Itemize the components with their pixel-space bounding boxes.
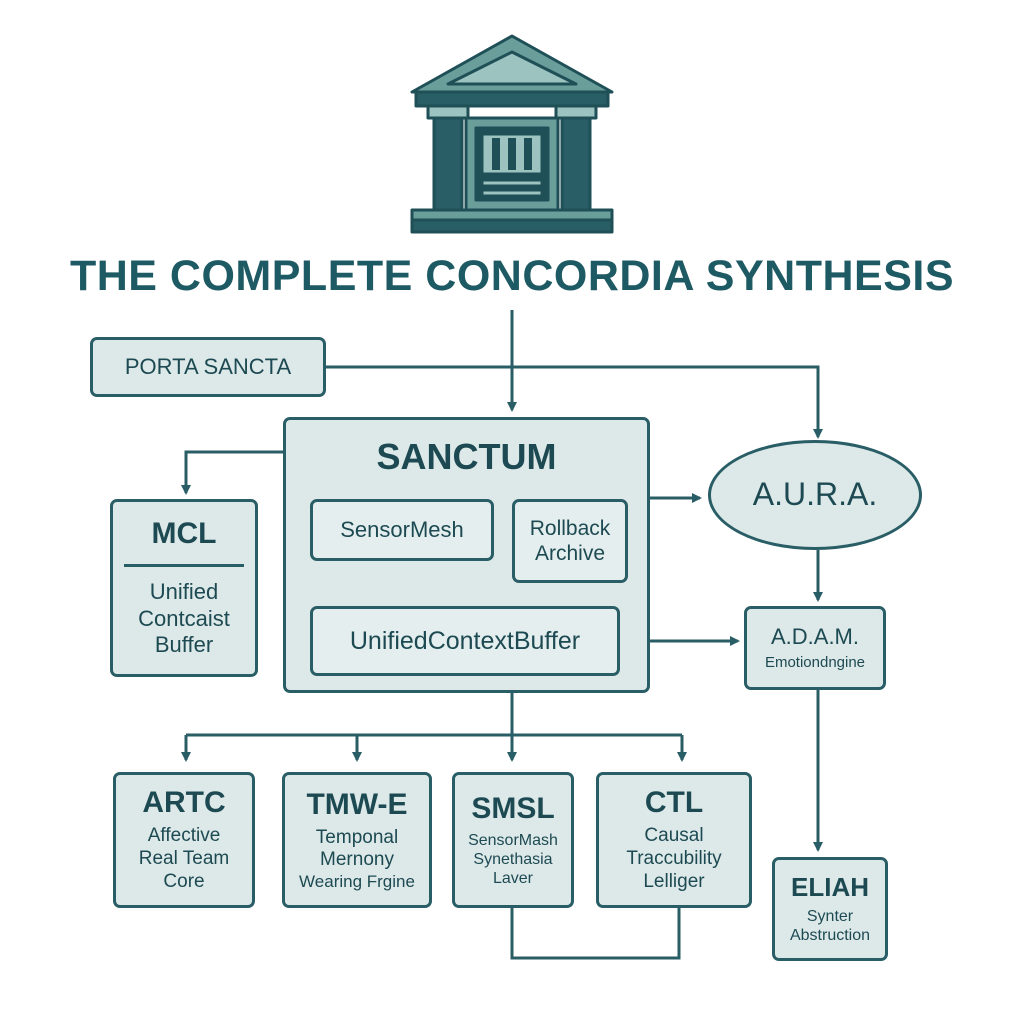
node-tmw-e: TMW-E Temponal Mernony Wearing Frgine	[282, 772, 432, 908]
node-mcl-line-1: Unified	[149, 579, 219, 605]
node-mcl-divider	[124, 564, 244, 568]
node-artc-label: ARTC	[142, 786, 226, 820]
node-smsl-line-2: Synethasia	[473, 850, 553, 868]
node-mcl-label: MCL	[151, 517, 217, 551]
node-adam: A.D.A.M. Emotiondngine	[744, 606, 886, 690]
diagram-title: THE COMPLETE CONCORDIA SYNTHESIS	[69, 252, 955, 300]
node-tmwe-label: TMW-E	[306, 787, 408, 821]
node-rollback-line-1: Rollback	[529, 516, 611, 540]
node-tmwe-line-1: Temponal	[315, 826, 399, 848]
node-artc-line-2: Real Team	[138, 848, 230, 870]
edge-smsl-ctl-loop	[510, 907, 681, 960]
classical-building-icon	[408, 32, 616, 236]
edge-sanctum-mcl	[181, 450, 283, 495]
node-smsl-line-3: Laver	[492, 870, 534, 888]
node-mcl: MCL Unified Contcaist Buffer	[110, 499, 258, 677]
node-artc-line-3: Core	[163, 870, 205, 892]
node-rollback-line-2: Archive	[534, 542, 606, 565]
node-ctl-line-1: Causal	[644, 825, 704, 847]
node-ctl: CTL Causal Traccubility Lelliger	[596, 772, 752, 908]
node-aura-label: A.U.R.A.	[752, 476, 878, 513]
node-adam-label: A.D.A.M.	[770, 624, 859, 649]
node-rollback-archive: Rollback Archive	[512, 499, 628, 583]
node-porta-sancta: PORTA SANCTA	[90, 337, 326, 397]
node-smsl: SMSL SensorMash Synethasia Laver	[452, 772, 574, 908]
node-porta-sancta-label: PORTA SANCTA	[124, 354, 292, 379]
node-ctl-line-2: Traccubility	[626, 848, 722, 870]
node-eliah-line-2: Abstruction	[789, 927, 871, 945]
node-eliah-line-1: Synter	[806, 908, 854, 926]
node-sensormesh: SensorMesh	[310, 499, 494, 561]
node-adam-sub: Emotiondngine	[764, 654, 866, 671]
node-mcl-line-2: Contcaist	[138, 605, 230, 631]
node-ctl-label: CTL	[644, 786, 704, 820]
node-unified-context-buffer: UnifiedContextBuffer	[310, 606, 620, 676]
node-aura: A.U.R.A.	[708, 440, 922, 550]
node-ctl-line-3: Lelliger	[643, 870, 705, 892]
node-smsl-line-1: SensorMash	[468, 831, 558, 849]
node-eliah: ELIAH Synter Abstruction	[772, 857, 888, 961]
node-artc: ARTC Affective Real Team Core	[113, 772, 255, 908]
node-smsl-label: SMSL	[471, 791, 555, 825]
node-sensormesh-label: SensorMesh	[340, 517, 464, 542]
node-tmwe-line-3: Wearing Frgine	[299, 872, 415, 892]
node-artc-line-1: Affective	[147, 825, 221, 847]
node-tmwe-line-2: Mernony	[320, 849, 394, 871]
node-sanctum-label: SANCTUM	[376, 436, 557, 477]
node-eliah-label: ELIAH	[791, 871, 869, 902]
node-mcl-line-3: Buffer	[154, 632, 214, 658]
node-buffer-label: UnifiedContextBuffer	[349, 626, 581, 655]
